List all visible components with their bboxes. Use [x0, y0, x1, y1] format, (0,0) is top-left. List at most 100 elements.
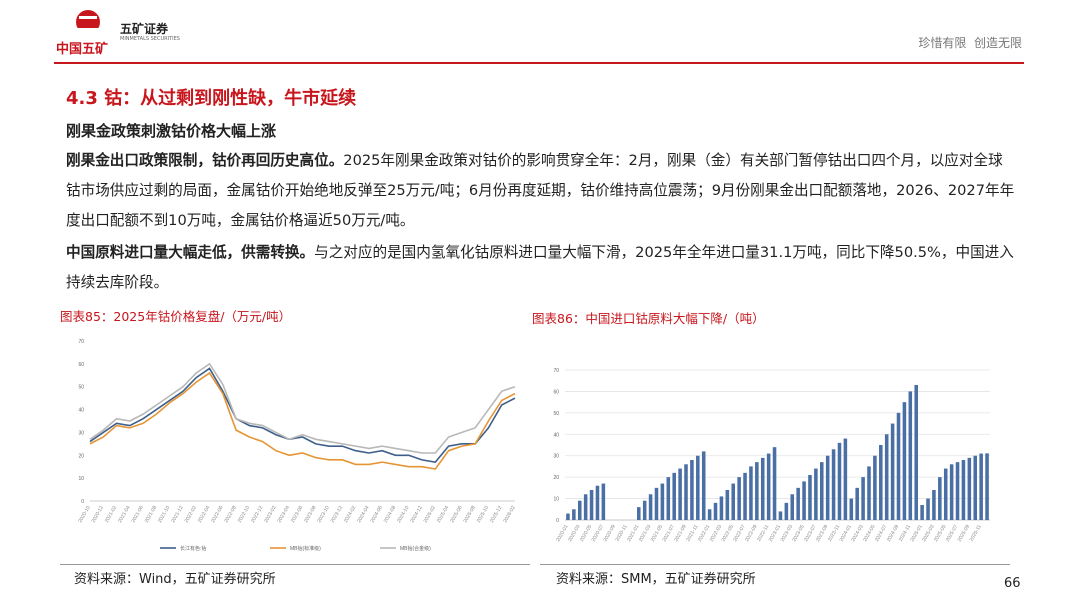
brand: 五矿证券	[120, 22, 169, 36]
y-tick-label: 20	[553, 475, 559, 481]
bar	[843, 438, 848, 520]
bar	[719, 496, 724, 520]
bar	[731, 483, 735, 520]
bar	[949, 464, 954, 520]
bar	[973, 455, 978, 520]
y-tick-label: 70	[78, 339, 84, 345]
bar	[802, 481, 806, 520]
bar	[825, 455, 830, 520]
subtitle: 刚果金政策刺激钴价格大幅上涨	[66, 122, 277, 140]
bar	[938, 477, 942, 520]
bar	[796, 487, 800, 520]
bar	[737, 477, 741, 520]
bar	[601, 483, 606, 520]
y-tick-label: 0	[81, 499, 84, 505]
y-tick-label: 10	[553, 497, 559, 503]
body-text: 2025年刚果金政策对钴价的影响贯穿全年：2月，刚果（金）有关部门暂停钴出口四个…	[66, 152, 1015, 229]
section-title: 4.3 钴：从过剩到刚性缺，牛市延续	[66, 88, 357, 109]
legend-label: MB钴(标准级)	[290, 545, 321, 552]
bar	[690, 460, 694, 520]
bar	[961, 460, 966, 520]
legend-label: MB钴(合金级)	[400, 545, 431, 552]
lead: 刚果金出口政策限制，钴价再回历史高位。	[66, 152, 344, 169]
legend-label: 长江有色:钴	[180, 545, 206, 552]
bar	[743, 472, 747, 520]
bar	[672, 472, 676, 520]
line	[89, 362, 516, 454]
bar	[831, 449, 836, 520]
y-tick-label: 50	[553, 411, 559, 417]
source: 资料来源：SMM，五矿证券研究所	[556, 572, 756, 587]
bar	[914, 385, 918, 520]
logo-icon	[76, 10, 100, 34]
y-tick-label: 30	[78, 430, 84, 436]
rule	[60, 564, 530, 565]
bar	[808, 475, 812, 520]
chart: 0102030405060702020-102020-122021-022021…	[77, 339, 516, 552]
bar	[725, 490, 730, 520]
bar	[684, 464, 688, 520]
line	[89, 367, 516, 464]
line	[89, 371, 516, 470]
bar	[660, 483, 665, 520]
chart-title: 图表85：2025年钴价格复盘/（万元/吨）	[60, 309, 292, 324]
lead: 中国原料进口量大幅走低，供需转换。	[66, 244, 315, 261]
y-tick-label: 40	[78, 408, 84, 414]
bar	[849, 498, 854, 520]
bar	[784, 502, 789, 520]
bar	[778, 511, 783, 520]
bar	[837, 442, 842, 520]
bar	[967, 457, 972, 520]
bar	[766, 453, 771, 520]
source: 资料来源：Wind，五矿证券研究所	[74, 572, 276, 587]
bar	[867, 466, 871, 520]
x-tick-label: 2025-11	[969, 524, 983, 543]
bar	[926, 498, 930, 520]
bar	[566, 513, 570, 520]
y-tick-label: 60	[78, 362, 84, 368]
paragraph: 刚果金出口政策限制，钴价再回历史高位。2025年刚果金政策对钴价的影响贯穿全年：…	[66, 146, 1016, 236]
bar	[920, 505, 924, 520]
header-rule	[54, 62, 1024, 64]
x-tick-label: 2026-02	[502, 505, 516, 524]
chart-title: 图表86：中国进口钴原料大幅下降/（吨）	[532, 311, 765, 326]
bar	[896, 412, 901, 520]
bar	[884, 434, 889, 520]
bar	[979, 453, 983, 520]
bar	[595, 485, 600, 520]
bar	[583, 494, 588, 520]
slogan: 珍惜有限 创造无限	[918, 36, 1022, 50]
bar	[902, 402, 907, 520]
bar	[908, 391, 913, 520]
bar	[572, 509, 576, 520]
bar	[678, 468, 682, 520]
y-tick-label: 60	[553, 389, 559, 395]
page-number: 66	[1004, 576, 1021, 591]
bar	[955, 462, 960, 520]
y-tick-label: 10	[78, 476, 84, 482]
y-tick-label: 30	[553, 454, 559, 460]
bar	[873, 455, 877, 520]
bar	[713, 502, 718, 520]
y-tick-label: 20	[78, 453, 84, 459]
bar	[701, 451, 706, 520]
bar	[879, 445, 883, 520]
bar	[648, 494, 653, 520]
y-tick-label: 50	[78, 385, 84, 391]
bar	[654, 487, 659, 520]
bar	[707, 509, 712, 520]
chart: 0102030405060702020-012020-032020-052020…	[553, 368, 990, 543]
bar	[820, 462, 824, 520]
bar	[666, 477, 671, 520]
y-tick-label: 70	[553, 368, 559, 374]
bar	[855, 487, 859, 520]
logo-text: 中国五矿	[56, 42, 109, 57]
bar	[814, 468, 818, 520]
paragraph: 中国原料进口量大幅走低，供需转换。与之对应的是国内氢氧化钴原料进口量大幅下滑，2…	[66, 238, 1016, 298]
bar	[696, 455, 700, 520]
bar	[760, 457, 765, 520]
bar	[932, 490, 936, 520]
bar	[642, 500, 647, 520]
bar	[589, 490, 594, 520]
